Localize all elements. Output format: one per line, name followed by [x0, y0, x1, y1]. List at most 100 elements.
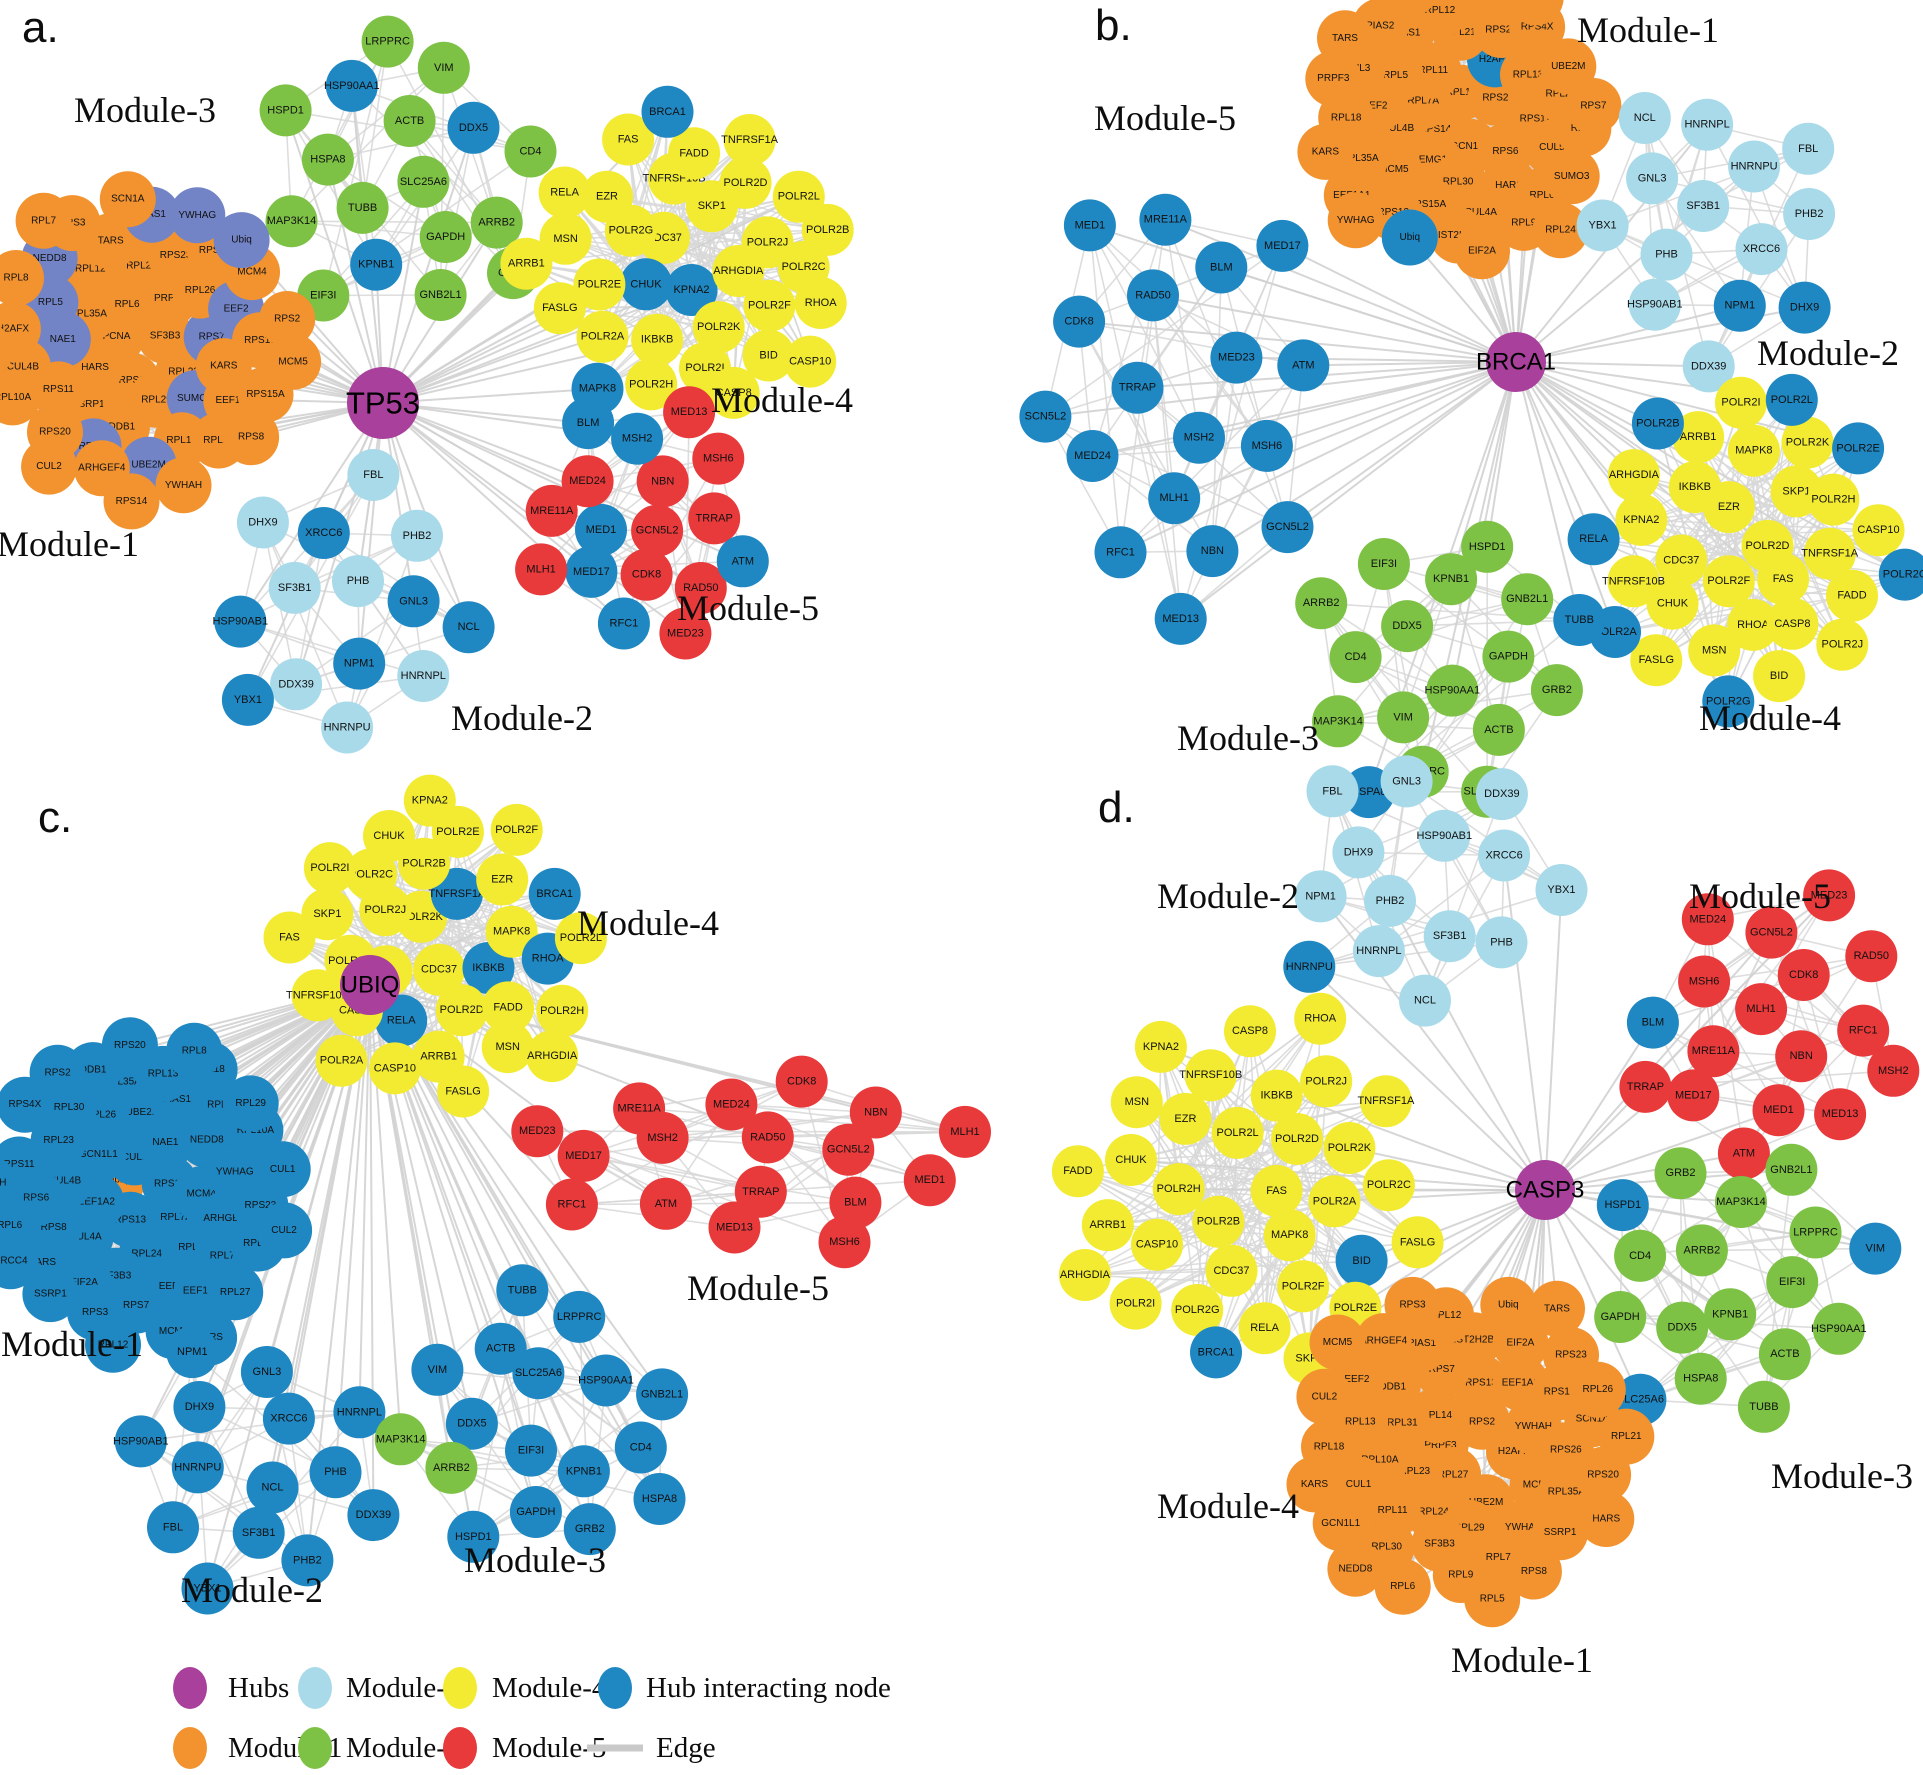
gene-node[interactable]: HNRNPL	[1681, 98, 1734, 151]
gene-node[interactable]: ACTB	[1472, 703, 1525, 756]
gene-node-circle[interactable]	[716, 535, 769, 588]
gene-node-circle[interactable]	[1381, 600, 1434, 653]
gene-node[interactable]: HSPA8	[301, 133, 354, 186]
gene-node-circle[interactable]	[221, 673, 274, 726]
gene-node[interactable]: RHOA	[794, 277, 847, 329]
gene-node-circle[interactable]	[155, 457, 212, 514]
gene-node-circle[interactable]	[1286, 1456, 1343, 1513]
gene-node[interactable]: YWHAG	[1327, 192, 1384, 249]
gene-node-circle[interactable]	[445, 1397, 498, 1450]
gene-node[interactable]: FASLG	[1391, 1216, 1444, 1269]
gene-node[interactable]: LRPPRC	[553, 1290, 606, 1343]
gene-node[interactable]: VIM	[417, 41, 470, 94]
gene-node[interactable]: GRB2	[1654, 1147, 1707, 1200]
gene-node-circle[interactable]	[631, 504, 684, 557]
gene-node[interactable]: FBL	[147, 1501, 199, 1554]
gene-node-circle[interactable]	[1458, 0, 1515, 25]
gene-node[interactable]: FAS	[1250, 1164, 1303, 1217]
gene-node-circle[interactable]	[447, 1510, 500, 1563]
gene-node[interactable]: FBL	[1782, 122, 1835, 175]
gene-node-circle[interactable]	[1480, 1276, 1537, 1333]
gene-node-circle[interactable]	[707, 366, 760, 419]
gene-node-circle[interactable]	[1781, 416, 1834, 469]
gene-node[interactable]: FAS	[263, 911, 316, 964]
gene-node-circle[interactable]	[476, 853, 529, 906]
gene-node-circle[interactable]	[939, 1105, 991, 1158]
gene-node-circle[interactable]	[213, 212, 270, 269]
gene-node-circle[interactable]	[1702, 675, 1755, 728]
gene-node-circle[interactable]	[1678, 955, 1731, 1008]
gene-node[interactable]: MRE11A	[613, 1082, 666, 1135]
gene-node[interactable]: TARS	[1317, 10, 1373, 67]
gene-node-circle[interactable]	[553, 1290, 606, 1343]
gene-node[interactable]: SUMO3	[1543, 148, 1600, 205]
gene-node-circle[interactable]	[1399, 974, 1451, 1027]
gene-node[interactable]: CDK8	[1053, 295, 1106, 348]
gene-node-circle[interactable]	[1852, 504, 1905, 557]
gene-node[interactable]: BRCA1	[641, 85, 694, 138]
gene-node-circle[interactable]	[265, 195, 318, 248]
gene-node[interactable]: PHB	[1640, 228, 1693, 281]
gene-node[interactable]: RPS20	[101, 1017, 158, 1074]
gene-node[interactable]: ARHGDIA	[1058, 1249, 1111, 1301]
gene-node[interactable]: NPM1	[1294, 870, 1347, 923]
gene-node[interactable]: SF3B1	[268, 561, 321, 614]
gene-node-circle[interactable]	[602, 113, 655, 166]
gene-node-circle[interactable]	[1296, 1368, 1353, 1425]
gene-node[interactable]: MSH6	[818, 1216, 871, 1269]
gene-node[interactable]: CHUK	[1105, 1134, 1157, 1186]
gene-node-circle[interactable]	[1159, 1092, 1212, 1145]
gene-node-circle[interactable]	[169, 187, 226, 244]
gene-node-circle[interactable]	[1066, 430, 1119, 482]
gene-node-circle[interactable]	[246, 1461, 299, 1514]
gene-node-circle[interactable]	[1357, 538, 1410, 590]
gene-node[interactable]: SF3B1	[1423, 910, 1476, 963]
hub-node-circle[interactable]	[347, 367, 419, 439]
gene-node-circle[interactable]	[1184, 1049, 1237, 1102]
gene-node-circle[interactable]	[1294, 870, 1347, 923]
gene-node[interactable]: BID	[1335, 1234, 1388, 1287]
gene-node-circle[interactable]	[1654, 1147, 1707, 1200]
gene-node-circle[interactable]	[500, 237, 553, 290]
gene-node-circle[interactable]	[1681, 98, 1734, 151]
gene-node[interactable]: ERCC4	[1383, 0, 1439, 17]
gene-node-circle[interactable]	[1205, 1244, 1258, 1297]
gene-node[interactable]: RAD50	[1845, 930, 1898, 983]
gene-node[interactable]: DDX5	[1381, 600, 1434, 653]
gene-node-circle[interactable]	[268, 561, 321, 614]
gene-node[interactable]: MED13	[663, 386, 716, 439]
gene-node[interactable]: FASLG	[533, 282, 586, 335]
gene-node[interactable]: FASLG	[437, 1065, 490, 1118]
gene-node-circle[interactable]	[29, 1044, 86, 1101]
gene-node-circle[interactable]	[15, 192, 72, 249]
gene-node-circle[interactable]	[1775, 1030, 1828, 1083]
gene-node-circle[interactable]	[0, 323, 14, 379]
gene-node[interactable]: NCL	[1618, 92, 1671, 144]
gene-node[interactable]: RELA	[1238, 1302, 1291, 1355]
gene-node-circle[interactable]	[1816, 618, 1869, 671]
gene-node[interactable]: MSH6	[1678, 955, 1731, 1008]
gene-node-circle[interactable]	[1425, 553, 1478, 606]
gene-node[interactable]: GRB2	[1530, 664, 1583, 717]
gene-node-circle[interactable]	[708, 1201, 761, 1254]
gene-node-circle[interactable]	[363, 810, 415, 862]
gene-node-circle[interactable]	[1171, 1284, 1224, 1336]
gene-node-circle[interactable]	[1426, 664, 1479, 717]
gene-node[interactable]: EIF3I	[1357, 538, 1410, 590]
gene-node[interactable]: TUBB	[336, 181, 389, 234]
gene-node[interactable]: MLH1	[515, 543, 568, 596]
gene-node-circle[interactable]	[1674, 1352, 1727, 1405]
gene-node-circle[interactable]	[822, 1123, 875, 1176]
gene-node-circle[interactable]	[723, 114, 776, 166]
gene-node[interactable]: NCL	[246, 1461, 299, 1514]
gene-node[interactable]: PHB	[309, 1446, 362, 1499]
gene-node-circle[interactable]	[361, 15, 414, 68]
gene-node[interactable]: RPS14	[103, 473, 160, 530]
gene-node[interactable]: RPL26	[1569, 1361, 1626, 1418]
gene-node-circle[interactable]	[1148, 472, 1201, 525]
gene-node-circle[interactable]	[1094, 526, 1147, 579]
gene-node[interactable]: MED1	[1063, 199, 1116, 252]
gene-node[interactable]: LRPPRC	[1789, 1206, 1842, 1259]
gene-node[interactable]: MSH6	[1240, 419, 1293, 472]
gene-node-circle[interactable]	[515, 543, 568, 596]
